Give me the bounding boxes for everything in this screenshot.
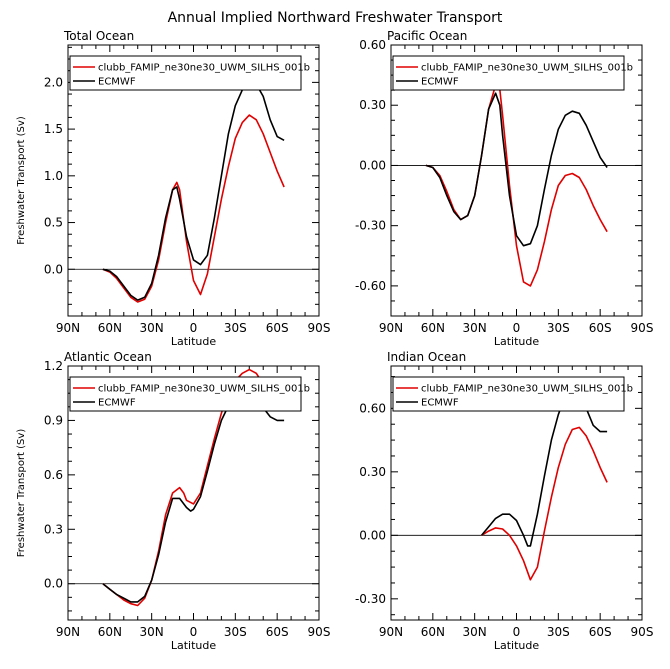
x-tick-label: 30S bbox=[224, 321, 247, 335]
y-tick-label: 1.0 bbox=[44, 169, 63, 183]
panel-title: Atlantic Ocean bbox=[64, 350, 152, 364]
series-line-ecmwf bbox=[480, 388, 608, 547]
x-tick-label: 30N bbox=[463, 625, 487, 639]
x-tick-label: 60N bbox=[421, 321, 445, 335]
legend-entry-label: ECMWF bbox=[421, 77, 459, 88]
legend-box bbox=[392, 55, 625, 91]
chart-panel-2: Pacific Ocean 90N 60N 30N 0 30S 60S 90S -0.60 -0.… bbox=[355, 29, 654, 348]
series-line-ecmwf bbox=[102, 394, 285, 603]
y-tick-label: 0.6 bbox=[44, 468, 63, 482]
x-tick-label: 0 bbox=[190, 625, 198, 639]
x-tick-label: 0 bbox=[190, 321, 198, 335]
x-tick-label: 30S bbox=[224, 625, 247, 639]
x-tick-label: 90S bbox=[631, 321, 654, 335]
panel-title: Total Ocean bbox=[63, 29, 134, 43]
y-tick-label: 0.5 bbox=[44, 216, 63, 230]
x-tick-label: 30N bbox=[140, 321, 164, 335]
x-tick-label: 90N bbox=[379, 625, 403, 639]
x-tick-label: 60S bbox=[589, 625, 612, 639]
legend: clubb_FAMIP_ne30ne30_UWM_SILHS_001b ECMWF bbox=[69, 55, 310, 91]
legend: clubb_FAMIP_ne30ne30_UWM_SILHS_001b ECMWF bbox=[392, 55, 633, 91]
series-line-clubb bbox=[102, 368, 285, 607]
figure-title: Annual Implied Northward Freshwater Tran… bbox=[168, 10, 503, 26]
x-tick-label: 90S bbox=[308, 625, 331, 639]
x-tick-label: 0 bbox=[513, 625, 521, 639]
x-tick-label: 60N bbox=[98, 321, 122, 335]
y-tick-label: 0.0 bbox=[44, 262, 63, 276]
x-tick-label: 90S bbox=[308, 321, 331, 335]
x-tick-label: 90N bbox=[379, 321, 403, 335]
plot-frame bbox=[390, 44, 643, 317]
y-tick-label: -0.30 bbox=[355, 592, 386, 606]
y-tick-label: 2.0 bbox=[44, 75, 63, 89]
y-tick-label: 1.2 bbox=[44, 359, 63, 373]
legend-entry-label: ECMWF bbox=[98, 77, 136, 88]
chart-panel-4: Indian Ocean 90N 60N 30N 0 30S 60S 90S -0.30 0.00… bbox=[355, 350, 654, 652]
x-tick-label: 30N bbox=[140, 625, 164, 639]
x-axis-label: Latitude bbox=[171, 335, 217, 348]
panel-title: Pacific Ocean bbox=[387, 29, 467, 43]
y-tick-label: 0.30 bbox=[359, 98, 386, 112]
x-axis-label: Latitude bbox=[494, 639, 540, 652]
x-axis-label: Latitude bbox=[171, 639, 217, 652]
y-tick-label: 0.00 bbox=[359, 158, 386, 172]
series-line-clubb bbox=[481, 426, 608, 581]
x-tick-label: 90N bbox=[56, 321, 80, 335]
x-tick-label: 30N bbox=[463, 321, 487, 335]
plot-frame bbox=[67, 44, 320, 317]
x-tick-label: 60N bbox=[98, 625, 122, 639]
x-axis-label: Latitude bbox=[494, 335, 540, 348]
y-tick-label: 0.00 bbox=[359, 528, 386, 542]
legend-box bbox=[392, 376, 625, 412]
legend: clubb_FAMIP_ne30ne30_UWM_SILHS_001b ECMWF bbox=[69, 376, 310, 412]
legend-entry-label: clubb_FAMIP_ne30ne30_UWM_SILHS_001b bbox=[421, 384, 633, 395]
y-tick-label: 0.60 bbox=[359, 401, 386, 415]
x-tick-label: 0 bbox=[513, 321, 521, 335]
y-tick-label: 0.9 bbox=[44, 413, 63, 427]
y-tick-label: 0.30 bbox=[359, 465, 386, 479]
x-tick-label: 60S bbox=[589, 321, 612, 335]
y-tick-label: -0.30 bbox=[355, 219, 386, 233]
series-line-ecmwf bbox=[425, 92, 608, 247]
y-tick-label: 0.60 bbox=[359, 38, 386, 52]
legend: clubb_FAMIP_ne30ne30_UWM_SILHS_001b ECMWF bbox=[392, 376, 633, 412]
legend-box bbox=[69, 376, 302, 412]
y-tick-label: 1.5 bbox=[44, 122, 63, 136]
legend-entry-label: clubb_FAMIP_ne30ne30_UWM_SILHS_001b bbox=[421, 63, 633, 74]
chart-panel-1: Total Ocean 90N 60N 30N 0 30S 60S 90S 0.0 0.5 1.0 1… bbox=[16, 29, 330, 348]
series-line-clubb bbox=[102, 114, 285, 303]
x-tick-label: 90S bbox=[631, 625, 654, 639]
legend-entry-label: ECMWF bbox=[98, 398, 136, 409]
y-axis-label: Freshwater Transport (Sv) bbox=[16, 116, 27, 245]
series-line-ecmwf bbox=[102, 81, 285, 301]
plot-frame bbox=[390, 365, 643, 621]
x-tick-label: 60S bbox=[266, 625, 289, 639]
panel-title: Indian Ocean bbox=[387, 350, 466, 364]
x-tick-label: 90N bbox=[56, 625, 80, 639]
x-tick-label: 60S bbox=[266, 321, 289, 335]
x-tick-label: 60N bbox=[421, 625, 445, 639]
x-tick-label: 30S bbox=[547, 625, 570, 639]
y-axis-label: Freshwater Transport (Sv) bbox=[16, 429, 27, 558]
y-tick-label: 0.3 bbox=[44, 522, 63, 536]
legend-entry-label: clubb_FAMIP_ne30ne30_UWM_SILHS_001b bbox=[98, 384, 310, 395]
plot-frame bbox=[67, 365, 320, 621]
x-tick-label: 30S bbox=[547, 321, 570, 335]
legend-entry-label: ECMWF bbox=[421, 398, 459, 409]
legend-entry-label: clubb_FAMIP_ne30ne30_UWM_SILHS_001b bbox=[98, 63, 310, 74]
y-tick-label: -0.60 bbox=[355, 279, 386, 293]
y-tick-label: 0.0 bbox=[44, 577, 63, 591]
chart-panel-3: Atlantic Ocean 90N 60N 30N 0 30S 60S 90S 0.0 0.3 0… bbox=[16, 350, 330, 652]
legend-box bbox=[69, 55, 302, 91]
